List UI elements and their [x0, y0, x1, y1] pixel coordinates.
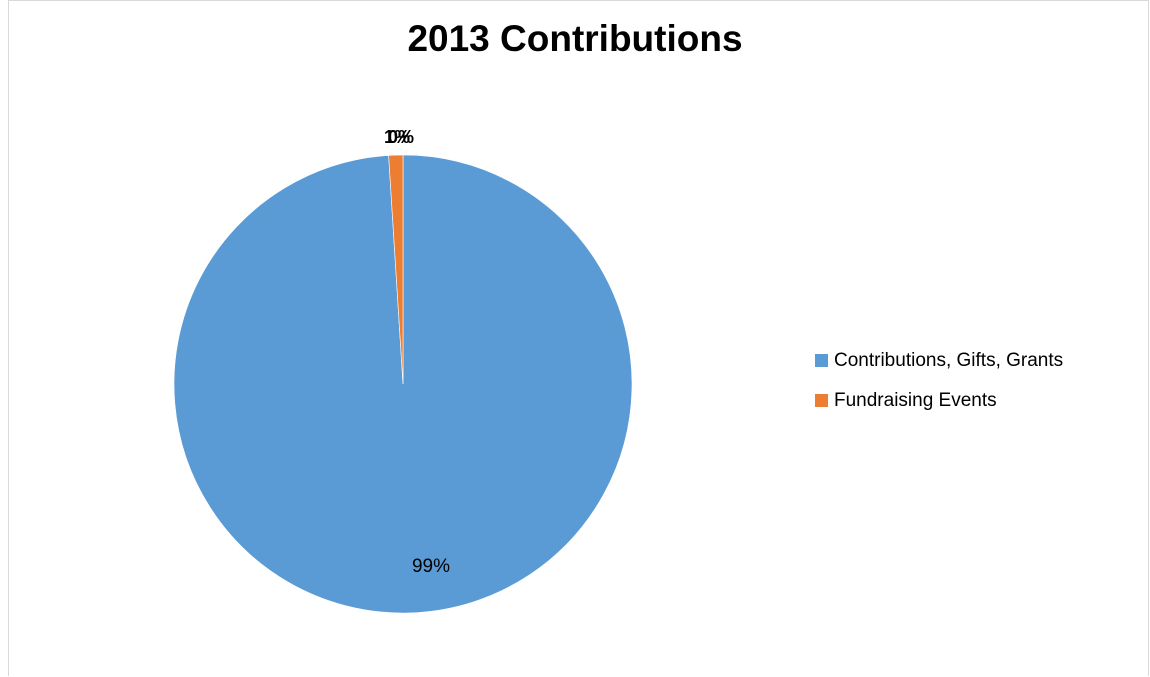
legend-label-fundraising: Fundraising Events	[834, 389, 997, 411]
legend-swatch-contributions	[815, 354, 828, 367]
slice-fundraising	[388, 154, 404, 385]
legend-swatch-fundraising	[815, 394, 828, 407]
chart-title: 2013 Contributions	[407, 18, 743, 59]
legend-item-contributions: Contributions, Gifts, Grants	[815, 346, 1063, 375]
legend-item-fundraising: Fundraising Events	[815, 386, 1063, 415]
data-label-slice-fundraising: 1%	[384, 127, 410, 147]
data-label-slice-contributions: 99%	[412, 556, 450, 577]
legend-label-contributions: Contributions, Gifts, Grants	[834, 349, 1064, 371]
legend: Contributions, Gifts, Grants Fundraising…	[815, 346, 1063, 426]
data-label-extra-0: 0%	[388, 127, 414, 147]
